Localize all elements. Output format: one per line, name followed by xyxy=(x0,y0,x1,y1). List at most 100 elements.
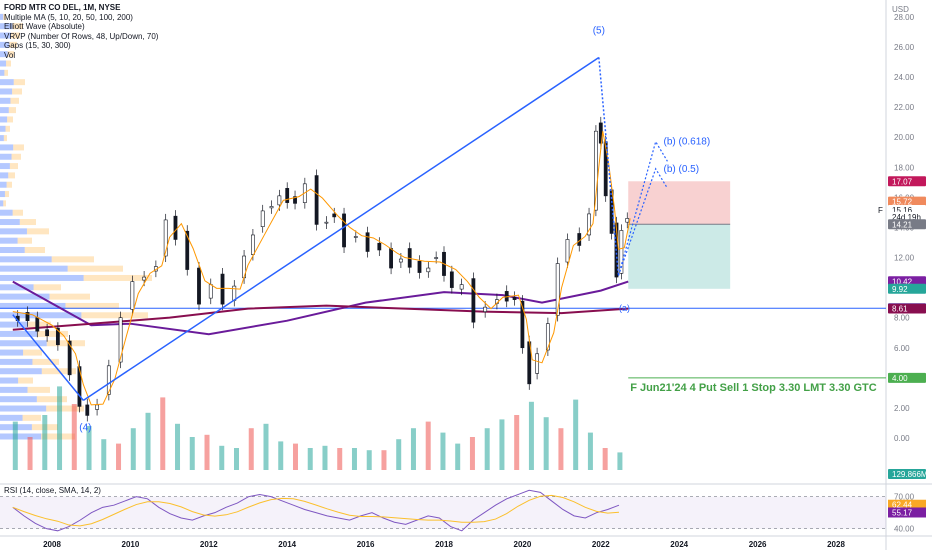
volume-bar xyxy=(57,386,63,470)
vrvp-bar-up xyxy=(0,51,8,58)
volume-bar xyxy=(337,448,343,470)
rsi-value-label: 55.17 xyxy=(888,507,926,518)
vrvp-bar-down xyxy=(3,135,7,142)
volume-bar xyxy=(175,423,181,470)
vrvp-bar-down xyxy=(67,265,123,272)
vrvp-bar-down xyxy=(26,228,49,235)
y-tick-label: 6.00 xyxy=(894,344,910,353)
x-tick-label: 2016 xyxy=(357,540,375,549)
x-tick-label: 2018 xyxy=(435,540,453,549)
rsi-tick-label: 40.00 xyxy=(894,525,915,534)
candle-body xyxy=(555,263,560,316)
x-tick-label: 2014 xyxy=(278,540,296,549)
vrvp-bar-up xyxy=(0,191,5,198)
vrvp-bar-up xyxy=(0,247,25,253)
x-tick-label: 2020 xyxy=(514,540,532,549)
volume-bar xyxy=(27,437,33,470)
volume-bar xyxy=(587,432,593,470)
vrvp-bar-up xyxy=(0,116,8,123)
price-label-text: 15.16 xyxy=(892,206,913,215)
ma-line[interactable] xyxy=(12,280,629,336)
vrvp-bar-up xyxy=(0,265,68,272)
volume-bar xyxy=(189,437,195,470)
vrvp-bar-up xyxy=(0,97,11,104)
elliott-line-3-4[interactable] xyxy=(12,314,84,401)
vrvp-bar-down xyxy=(9,41,17,48)
vrvp-bar-up xyxy=(0,433,42,440)
vrvp-bar-down xyxy=(65,302,119,309)
elliott-line-4-5[interactable] xyxy=(82,56,600,402)
indicator-ma[interactable]: Multiple MA (5, 10, 20, 50, 100, 200) xyxy=(4,12,133,22)
vrvp-bar-down xyxy=(7,116,13,123)
y-tick-label: 12.00 xyxy=(894,254,915,263)
vrvp-bar-up xyxy=(0,321,29,328)
volume-bar xyxy=(219,445,225,470)
vrvp-bar-up xyxy=(0,414,23,421)
candle-body xyxy=(520,300,525,349)
candle-body xyxy=(163,219,168,257)
candle-body xyxy=(625,218,630,223)
candle-body xyxy=(25,312,30,321)
trade-target-zone[interactable] xyxy=(628,224,731,289)
vrvp-profile xyxy=(0,13,152,440)
volume-bar xyxy=(86,426,92,470)
candle-body xyxy=(55,327,60,346)
volume-bar xyxy=(278,441,284,470)
candle-body xyxy=(185,230,190,270)
candle-body xyxy=(67,340,72,376)
rsi-legend[interactable]: RSI (14, close, SMA, 14, 2) xyxy=(4,486,101,495)
price-label: 8.61 xyxy=(888,303,926,314)
price-label-text: 4.00 xyxy=(892,374,908,383)
vrvp-bar-down xyxy=(6,181,12,188)
indicator-vol[interactable]: Vol xyxy=(4,50,16,60)
x-tick-label: 2026 xyxy=(749,540,767,549)
candle-body xyxy=(577,233,582,246)
candle-body xyxy=(398,258,403,263)
rsi-value-label: 62.44 xyxy=(888,499,926,510)
vrvp-bar-down xyxy=(6,60,11,67)
indicator-gaps[interactable]: Gaps (15, 30, 300) xyxy=(4,41,71,51)
rsi-sma-line[interactable] xyxy=(12,494,620,527)
volume-bar xyxy=(130,428,136,470)
vrvp-bar-down xyxy=(22,414,41,421)
vrvp-bar-down xyxy=(9,163,18,170)
vrvp-bar-down xyxy=(7,51,14,58)
volume-bar xyxy=(410,428,416,470)
trade-stop-zone[interactable] xyxy=(628,181,731,225)
candle-body xyxy=(434,257,439,259)
vrvp-bar-down xyxy=(5,125,10,132)
volume-bar xyxy=(160,397,166,470)
vrvp-bar-up xyxy=(0,302,66,309)
y-tick-label: 22.00 xyxy=(894,103,915,112)
vrvp-bar-down xyxy=(12,209,23,216)
candle-body xyxy=(417,260,422,273)
rsi-line[interactable] xyxy=(12,489,620,532)
volume-bar xyxy=(366,450,372,470)
ma-line[interactable] xyxy=(12,304,629,331)
vrvp-bar-up xyxy=(0,79,14,86)
candle-body xyxy=(342,213,346,248)
elliott-line-5-a[interactable] xyxy=(598,57,620,276)
vrvp-bar-down xyxy=(36,396,67,403)
price-label: 9.92 xyxy=(888,283,926,294)
candle-body xyxy=(285,188,290,203)
price-label: 14.21 xyxy=(888,219,926,230)
volume-bar xyxy=(12,421,18,470)
vrvp-bar-down xyxy=(8,172,15,179)
candle-body xyxy=(251,234,255,255)
candle-body xyxy=(95,404,99,410)
price-label-text: 8.61 xyxy=(892,305,908,314)
y-tick-label: 2.00 xyxy=(894,404,910,413)
indicator-elliott[interactable]: Elliott Wave (Absolute) xyxy=(4,22,85,32)
price-label-text: 17.07 xyxy=(892,177,913,186)
candle-body xyxy=(106,365,111,395)
ma-short-line[interactable] xyxy=(12,131,631,406)
vrvp-bar-up xyxy=(0,209,13,216)
price-label-text: 24d 19h xyxy=(892,213,921,222)
wave-a-label: (a) xyxy=(619,303,630,313)
volume-bar xyxy=(263,423,269,470)
indicator-vrvp[interactable]: VRVP (Number Of Rows, 48, Up/Down, 70) xyxy=(4,31,159,41)
elliott-projection[interactable] xyxy=(617,167,668,276)
